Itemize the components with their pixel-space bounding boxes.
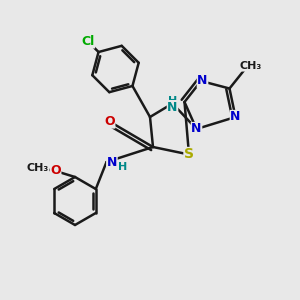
Text: N: N — [191, 122, 202, 136]
Text: N: N — [230, 110, 241, 124]
Text: O: O — [50, 164, 61, 178]
Text: Cl: Cl — [81, 35, 94, 48]
Text: N: N — [197, 74, 208, 88]
Text: H: H — [118, 161, 127, 172]
Text: O: O — [104, 115, 115, 128]
Text: CH₃: CH₃ — [26, 163, 49, 173]
Text: N: N — [167, 100, 178, 114]
Text: CH₃: CH₃ — [239, 61, 262, 71]
Text: S: S — [184, 148, 194, 161]
Text: N: N — [107, 155, 117, 169]
Text: H: H — [168, 95, 177, 106]
